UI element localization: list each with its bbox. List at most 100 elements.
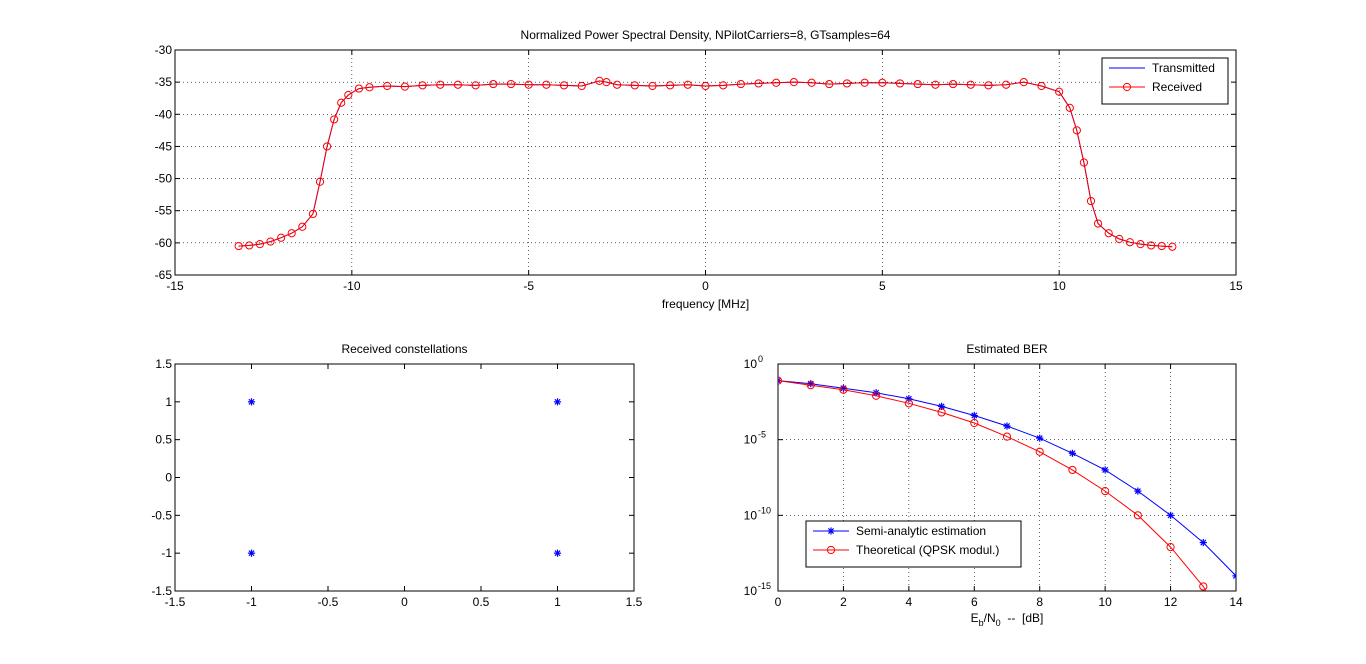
ber-title: Estimated BER xyxy=(966,342,1048,356)
psd-data-point xyxy=(577,81,586,91)
ber-ytick-base: 10 xyxy=(744,584,758,598)
psd-data-point xyxy=(1104,229,1113,238)
ber-legend-entry: Semi-analytic estimation xyxy=(856,524,986,538)
ber-legend-marker xyxy=(827,527,835,535)
constellation-ytick-label: 1 xyxy=(165,395,172,409)
psd-ytick-label: -60 xyxy=(155,236,173,250)
ber-xtick-label: 8 xyxy=(1036,595,1043,609)
constellation-xtick-label: 1.5 xyxy=(626,595,643,609)
ber-data-point xyxy=(1166,543,1175,552)
ber-series-theoretical-qpsk-modul- xyxy=(778,376,1239,641)
psd-data-point xyxy=(1037,81,1046,91)
psd-data-point xyxy=(383,81,392,91)
psd-data-point xyxy=(719,81,728,90)
psd-data-point xyxy=(1115,234,1124,244)
psd-data-point xyxy=(354,84,364,93)
psd-data-point xyxy=(895,79,905,88)
ber-axes-frame xyxy=(777,363,1237,592)
psd-data-point xyxy=(807,78,816,87)
psd-ytick-label: -45 xyxy=(155,139,173,153)
ber-data-point xyxy=(1199,582,1208,591)
psd-data-point xyxy=(860,78,869,87)
psd-xtick-label: -5 xyxy=(523,279,534,293)
psd-xtick-label: 10 xyxy=(1052,279,1066,293)
ber-legend-box xyxy=(805,520,1022,568)
ber-ytick-base: 10 xyxy=(744,357,758,371)
ber-data-point xyxy=(1003,422,1011,430)
psd-data-point xyxy=(1086,196,1096,206)
psd-ytick-label: -55 xyxy=(155,204,173,218)
ber-data-point xyxy=(1035,447,1044,456)
ber-ytick-base: 10 xyxy=(744,508,758,522)
psd-chart: -15 -10 -5 0 5 10 15-30-35-40-45-50-55-60-65No… xyxy=(155,28,1243,311)
psd-legend-marker xyxy=(1122,82,1132,92)
psd-data-point xyxy=(559,81,569,90)
constellation-data-point xyxy=(553,398,562,406)
constellation-xtick-label: -1 xyxy=(246,595,257,609)
psd-data-point xyxy=(471,81,480,90)
ber-data-point xyxy=(1101,487,1110,496)
ber-xtick-label: 12 xyxy=(1164,595,1178,609)
ber-data-point xyxy=(872,391,881,400)
psd-data-point xyxy=(365,83,374,92)
ber-ytick-label: 10 0 xyxy=(744,354,763,371)
ber-data-point xyxy=(778,376,783,385)
psd-data-point xyxy=(602,78,611,87)
ber-data-point xyxy=(970,411,978,420)
constellation-xtick-label: -0.5 xyxy=(318,595,339,609)
psd-legend: Transmitted Received xyxy=(1101,57,1229,105)
psd-data-point xyxy=(1055,87,1064,96)
ber-data-point xyxy=(1036,434,1044,442)
ber-grid xyxy=(778,364,1236,591)
ber-ytick-exponent: 0 xyxy=(758,354,763,364)
constellation-xtick-label: 0 xyxy=(401,595,408,609)
constellation-data-point xyxy=(247,398,256,406)
ber-ytick-exponent: -15 xyxy=(758,581,771,591)
constellation-plot-area xyxy=(175,364,634,591)
psd-data-point xyxy=(266,237,275,246)
psd-data-point xyxy=(322,142,332,151)
psd-data-point xyxy=(330,115,339,124)
ber-data-point xyxy=(904,399,913,408)
psd-ytick-label: -50 xyxy=(155,172,173,186)
psd-data-point xyxy=(1093,219,1103,228)
psd-data-point xyxy=(337,98,346,107)
psd-title: Normalized Power Spectral Density, NPilo… xyxy=(521,28,891,42)
psd-data-point xyxy=(666,81,675,90)
constellation-title: Received constellations xyxy=(341,342,467,356)
psd-data-point xyxy=(736,79,745,89)
ber-xtick-label: 14 xyxy=(1229,595,1243,609)
psd-data-point xyxy=(1072,126,1081,135)
constellation-series-0 xyxy=(247,398,562,557)
ber-data-point xyxy=(937,402,946,410)
psd-data-point xyxy=(878,78,887,87)
psd-data-point xyxy=(701,81,710,91)
psd-data-point xyxy=(1157,241,1166,251)
ber-xtick-label: 0 xyxy=(775,595,782,609)
ber-data-point xyxy=(1068,465,1077,475)
psd-data-point xyxy=(966,80,975,89)
psd-data-point xyxy=(648,81,657,91)
ber-data-point xyxy=(1133,511,1142,520)
psd-data-point xyxy=(277,233,286,242)
psd-data-point xyxy=(683,80,692,89)
psd-data-point xyxy=(315,177,325,186)
psd-data-point xyxy=(1125,238,1135,247)
ber-legend: Semi-analytic estimation Theoretical (QPS… xyxy=(805,520,1022,568)
ber-data-point xyxy=(1232,634,1239,641)
psd-data-point xyxy=(1079,158,1089,167)
psd-data-point xyxy=(287,229,296,238)
psd-data-point xyxy=(344,90,353,100)
ber-data-point xyxy=(937,408,946,417)
ber-data-point xyxy=(1232,572,1236,580)
psd-xtick-label: -15 xyxy=(166,279,184,293)
psd-data-point xyxy=(1019,78,1028,87)
psd-data-point xyxy=(1168,242,1177,251)
psd-data-point xyxy=(489,79,498,89)
psd-data-point xyxy=(913,79,922,89)
psd-xtick-label: 0 xyxy=(702,279,709,293)
psd-data-point xyxy=(842,79,852,88)
psd-legend-entry: Received xyxy=(1152,80,1202,94)
constellation-ytick-label: -1 xyxy=(161,546,172,560)
